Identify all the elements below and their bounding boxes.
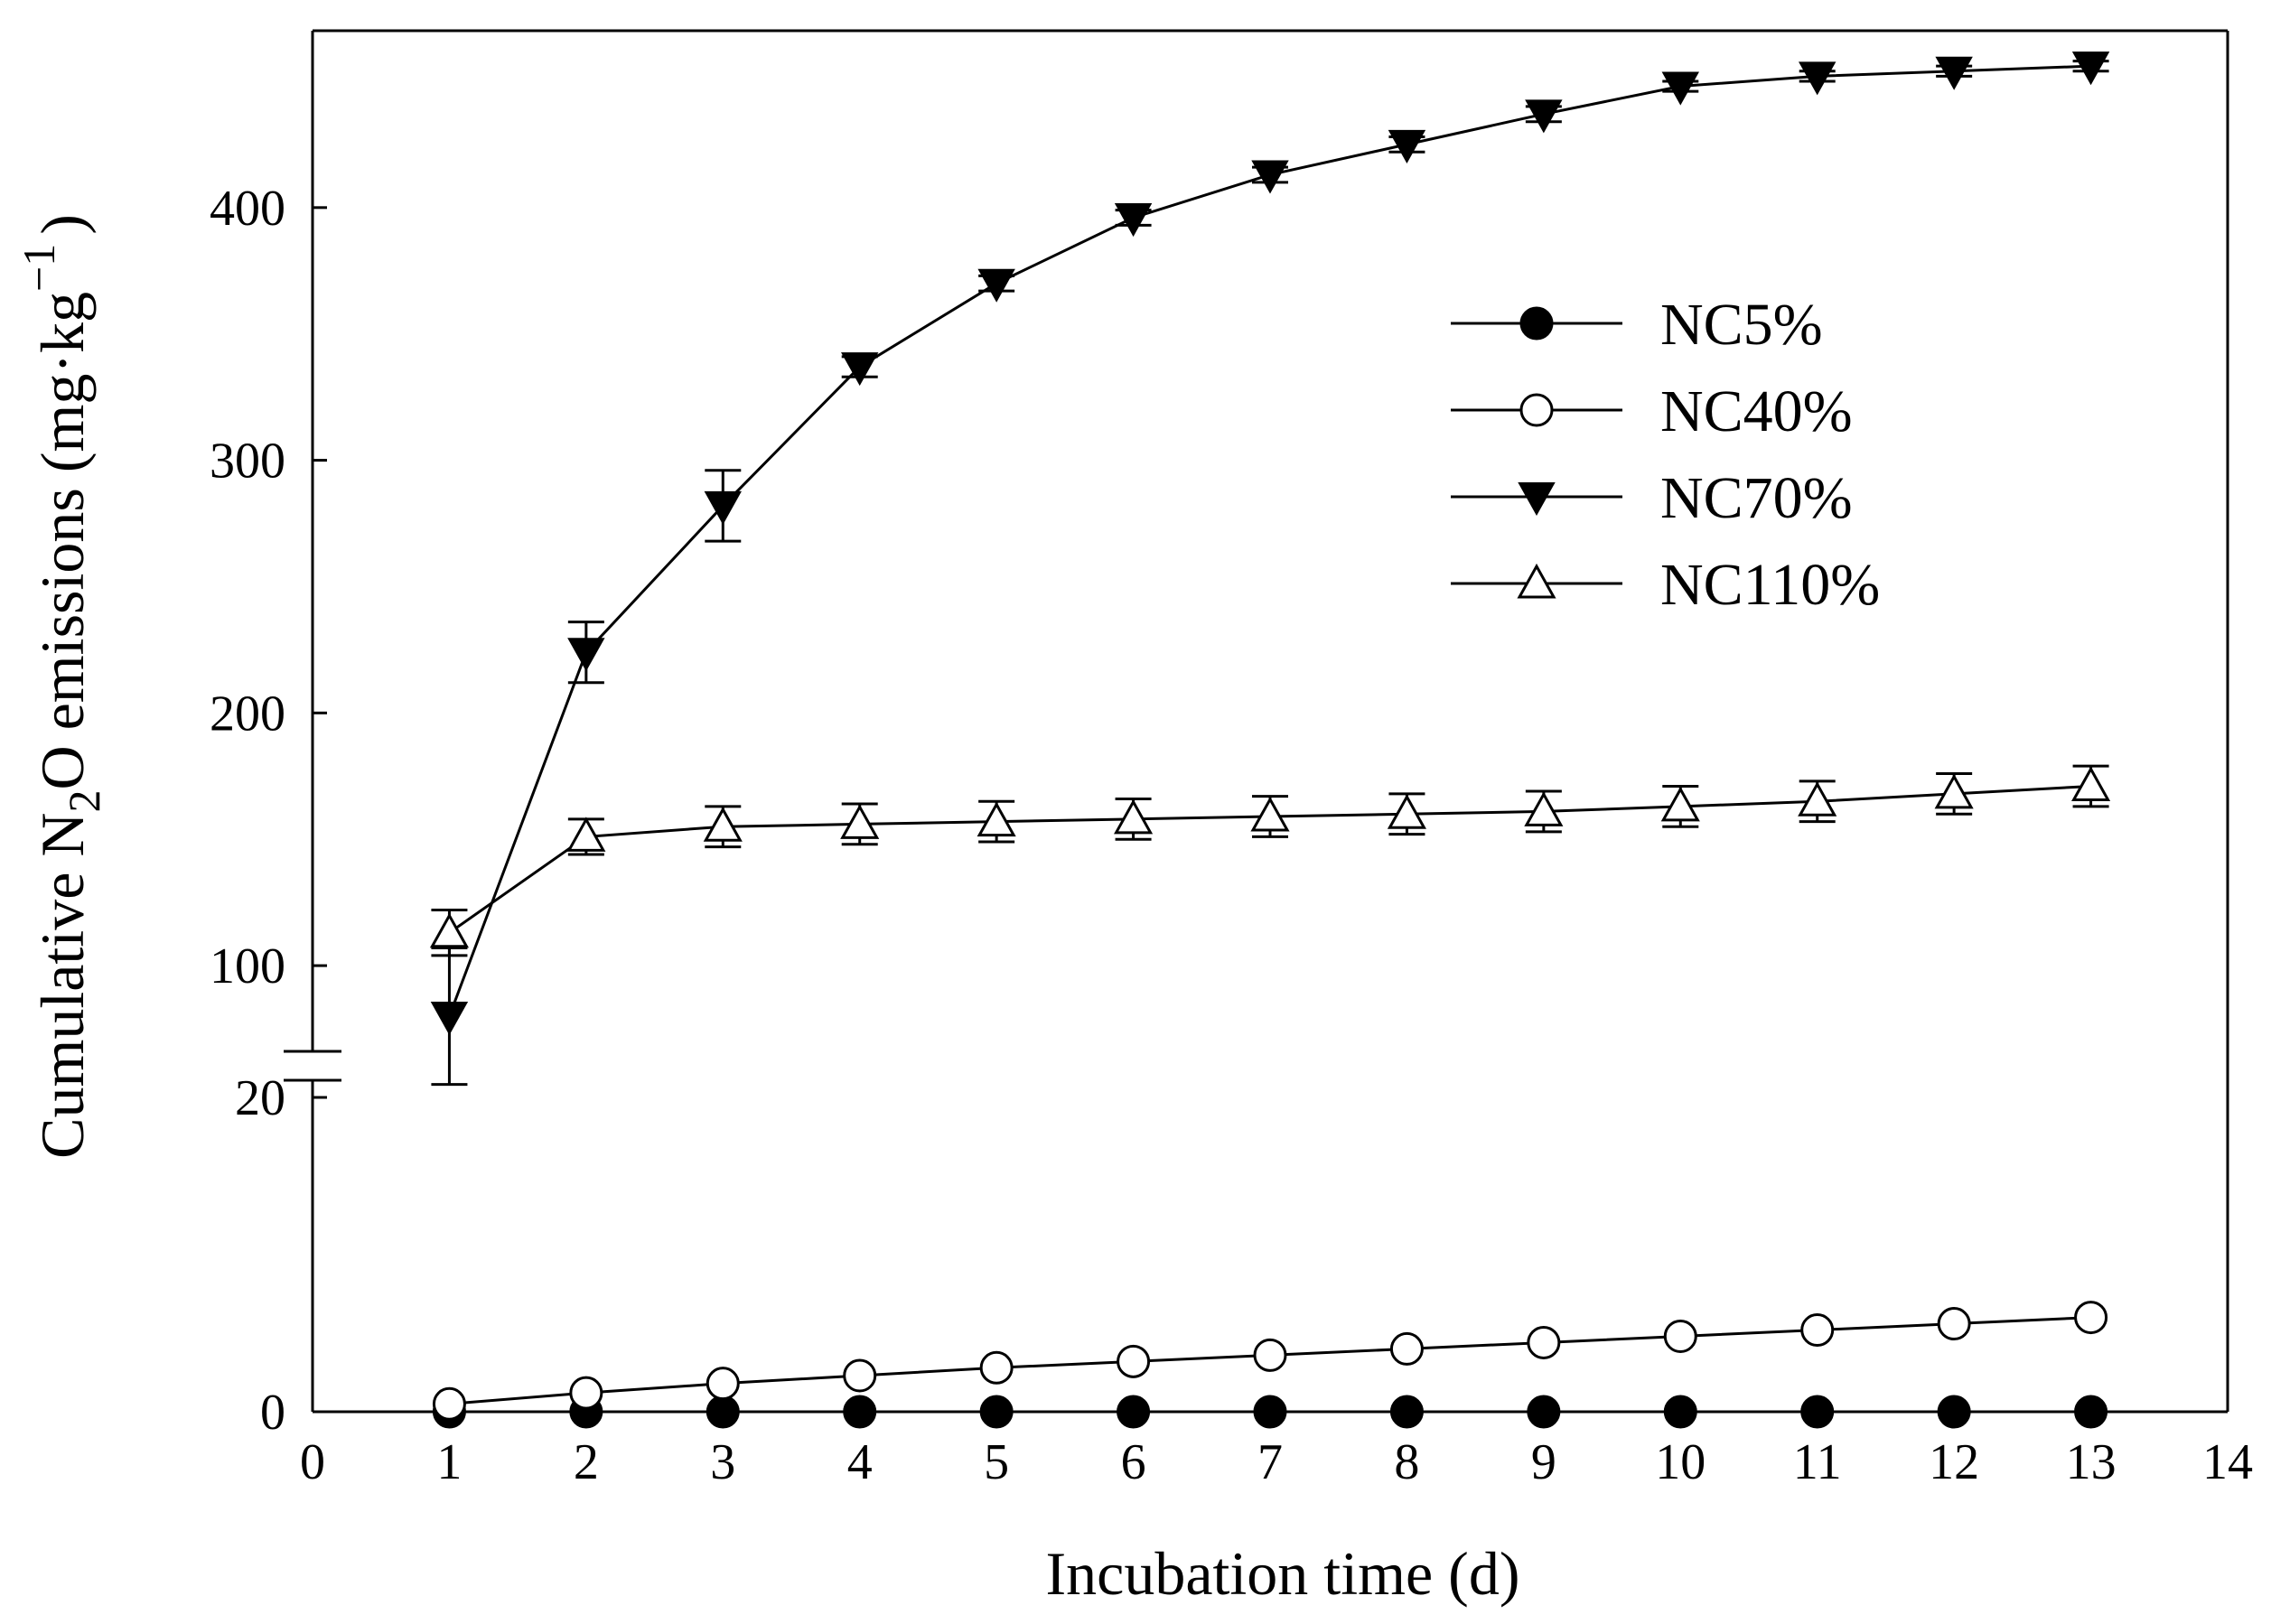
- data-point-nc40: [432, 1386, 466, 1421]
- x-tick-label: 14: [2202, 1434, 2253, 1490]
- x-tick-label: 0: [300, 1434, 325, 1490]
- data-point-nc110: [977, 801, 1016, 837]
- data-point-nc40: [1117, 1344, 1151, 1378]
- data-point-nc40: [1800, 1313, 1835, 1348]
- data-point-nc110: [1524, 791, 1564, 826]
- y-tick-label: 20: [235, 1070, 285, 1126]
- series-nc110: [429, 764, 2111, 957]
- data-point-nc70: [430, 1002, 469, 1036]
- data-point-nc5: [2074, 1395, 2108, 1429]
- data-point-nc40: [1663, 1319, 1697, 1353]
- legend-marker: [1517, 563, 1556, 599]
- data-point-nc5: [979, 1395, 1014, 1429]
- data-point-nc5: [1937, 1395, 1971, 1429]
- x-axis-title: Incubation time (d): [1046, 1539, 1520, 1608]
- data-point-nc70: [1251, 160, 1289, 194]
- legend: NC5% NC40% NC70% NC110%: [1451, 292, 1880, 618]
- data-point-nc5: [843, 1395, 877, 1429]
- legend-label: NC70%: [1660, 465, 1853, 531]
- x-tick-label: 3: [710, 1434, 735, 1490]
- data-point-nc110: [1387, 794, 1426, 829]
- y-tick-label: 400: [210, 181, 285, 237]
- y-tick-label: 0: [260, 1385, 285, 1441]
- data-point-nc110: [1798, 781, 1837, 817]
- data-point-nc5: [1253, 1395, 1287, 1429]
- legend-item-nc5: NC5%: [1451, 292, 1823, 358]
- data-point-nc70: [567, 638, 605, 672]
- plot-frame: [284, 29, 2229, 1414]
- x-tick-label: 7: [1257, 1434, 1283, 1490]
- data-point-nc110: [429, 912, 469, 948]
- series-nc40: [432, 1301, 2108, 1421]
- legend-marker: [1519, 306, 1554, 341]
- series-line-nc70: [448, 64, 2091, 1017]
- x-tick-label: 2: [574, 1434, 599, 1490]
- y-tick-label: 100: [210, 938, 285, 994]
- x-tick-label: 10: [1655, 1434, 1706, 1490]
- data-point-nc40: [569, 1376, 603, 1410]
- x-tick-label: 4: [847, 1434, 873, 1490]
- legend-marker: [1518, 482, 1556, 517]
- data-point-nc70: [1661, 71, 1699, 106]
- legend-label: NC5%: [1660, 292, 1823, 358]
- x-tick-label: 12: [1929, 1434, 1979, 1490]
- y-tick-label: 200: [210, 686, 285, 742]
- series-nc5: [432, 1395, 2108, 1429]
- data-point-nc110: [1660, 786, 1700, 822]
- x-axis: 0 1 2 3 4 5 6 7 8 9 10 11 12 13 14: [300, 1397, 2253, 1490]
- x-tick-label: 1: [436, 1434, 462, 1490]
- x-tick-label: 8: [1394, 1434, 1419, 1490]
- legend-item-nc40: NC40%: [1451, 378, 1853, 444]
- legend-label: NC110%: [1660, 552, 1880, 618]
- x-tick-label: 13: [2066, 1434, 2117, 1490]
- data-point-nc110: [1934, 773, 1974, 809]
- data-point-nc5: [1527, 1395, 1561, 1429]
- y-tick-label: 300: [210, 434, 285, 490]
- data-point-nc70: [2071, 51, 2110, 86]
- legend-marker: [1519, 393, 1554, 427]
- y-axis: 0 20 100 200 300 400: [210, 181, 327, 1441]
- data-point-nc5: [1117, 1395, 1151, 1429]
- data-point-nc110: [1250, 796, 1290, 832]
- data-point-nc110: [1114, 798, 1154, 835]
- data-point-nc110: [566, 817, 606, 852]
- data-point-nc110: [2071, 766, 2111, 801]
- x-tick-label: 5: [984, 1434, 1009, 1490]
- data-point-nc40: [2074, 1301, 2108, 1335]
- legend-item-nc70: NC70%: [1451, 465, 1853, 531]
- data-point-nc40: [1253, 1338, 1287, 1372]
- data-point-nc70: [1799, 61, 1836, 96]
- data-point-nc70: [1525, 99, 1563, 134]
- y-axis-title: Cumulative N2O emissions (mg·kg−1): [14, 214, 109, 1159]
- data-point-nc70: [977, 268, 1015, 303]
- legend-item-nc110: NC110%: [1451, 552, 1880, 618]
- data-point-nc110: [840, 804, 880, 839]
- series-layer: [429, 51, 2111, 1429]
- x-tick-label: 9: [1531, 1434, 1556, 1490]
- legend-label: NC40%: [1660, 378, 1853, 444]
- data-point-nc40: [843, 1358, 877, 1393]
- data-point-nc110: [703, 807, 743, 842]
- data-point-nc40: [979, 1350, 1014, 1385]
- data-point-nc70: [841, 352, 879, 387]
- data-point-nc70: [1388, 129, 1426, 163]
- data-point-nc5: [1389, 1395, 1424, 1429]
- x-tick-label: 6: [1121, 1434, 1146, 1490]
- x-tick-label: 11: [1793, 1434, 1842, 1490]
- data-point-nc40: [706, 1367, 740, 1401]
- data-point-nc40: [1527, 1325, 1561, 1359]
- data-point-nc70: [704, 490, 742, 525]
- data-point-nc70: [1935, 56, 1973, 90]
- data-point-nc40: [1389, 1331, 1424, 1366]
- data-point-nc5: [1800, 1395, 1835, 1429]
- data-point-nc70: [1114, 203, 1153, 238]
- data-point-nc40: [1937, 1307, 1971, 1341]
- data-point-nc5: [706, 1395, 740, 1429]
- series-nc70: [430, 51, 2110, 1087]
- data-point-nc5: [1663, 1395, 1697, 1429]
